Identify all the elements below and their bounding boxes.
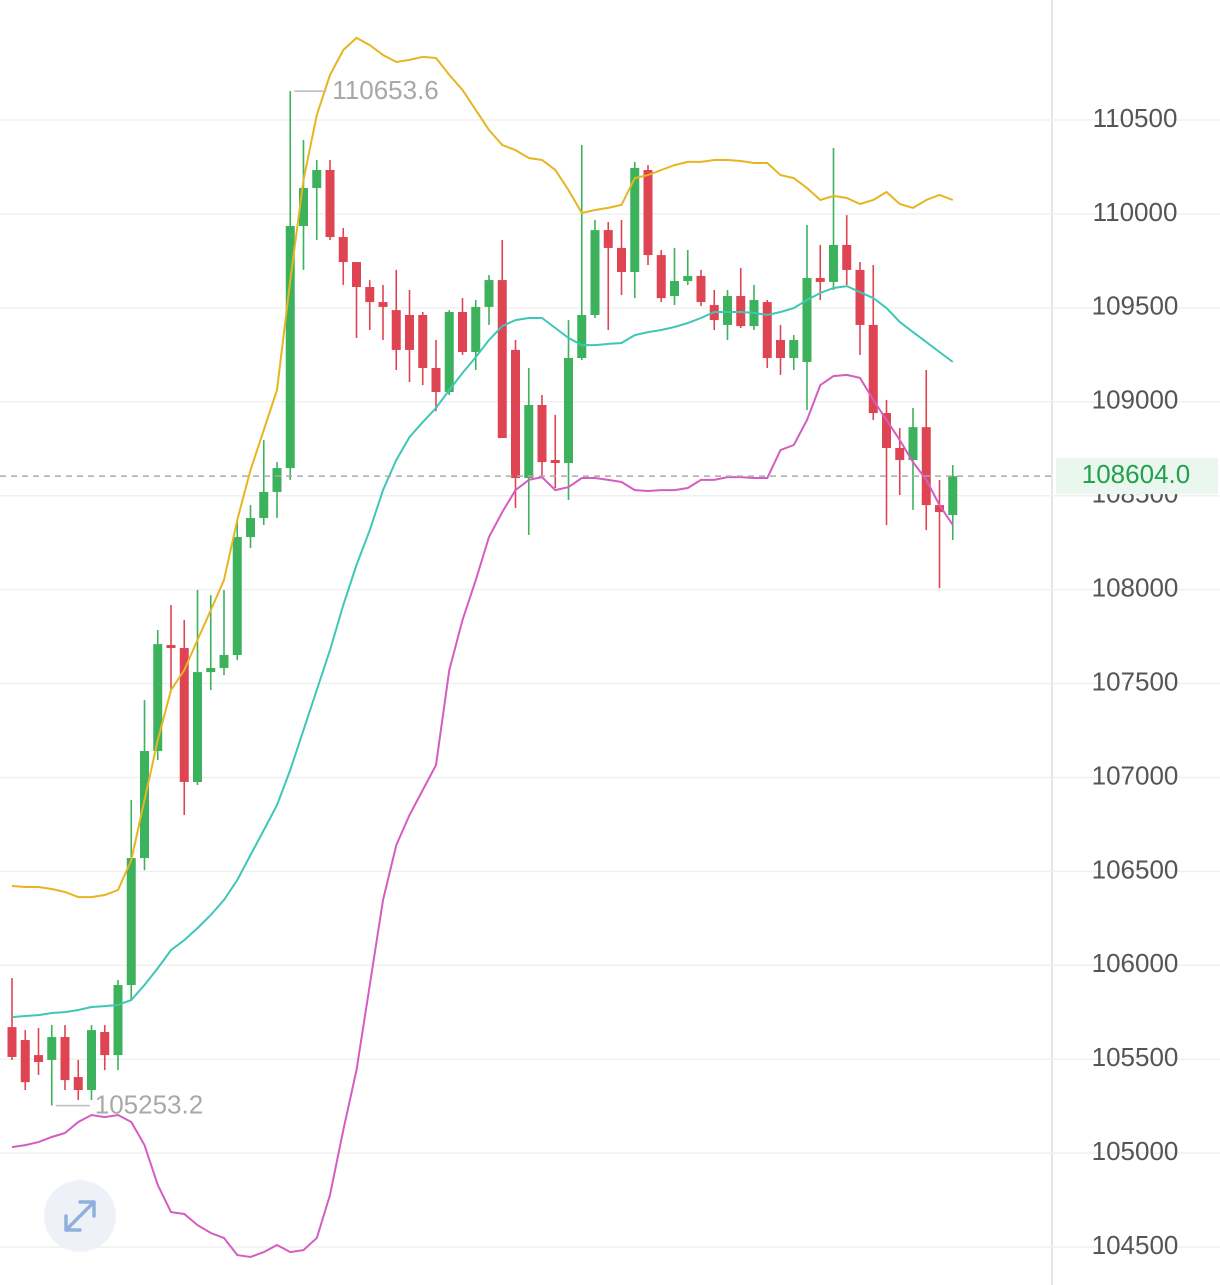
candle-body bbox=[802, 278, 812, 362]
band-line bbox=[11, 373, 954, 1259]
candle-body bbox=[590, 230, 600, 316]
candle-body bbox=[564, 358, 573, 464]
y-tick-label: 110500 bbox=[1093, 103, 1178, 133]
candle-body bbox=[219, 654, 229, 668]
candle-body bbox=[882, 413, 891, 448]
candle-body bbox=[471, 306, 481, 353]
candle-body bbox=[630, 167, 640, 272]
band-line bbox=[11, 36, 954, 899]
candle-body bbox=[603, 230, 613, 248]
candle-body bbox=[193, 672, 202, 782]
candle-body bbox=[418, 315, 428, 368]
candle-body bbox=[312, 169, 322, 189]
candle-body bbox=[299, 188, 308, 226]
candle-body bbox=[444, 311, 454, 393]
candle-body bbox=[206, 667, 216, 673]
candle-body bbox=[497, 280, 507, 439]
candle-body bbox=[484, 280, 494, 307]
candle-body bbox=[723, 296, 732, 325]
high-annotation: 110653.6 bbox=[332, 75, 439, 105]
candle-body bbox=[524, 404, 534, 479]
candle-body bbox=[153, 644, 163, 751]
candle-body bbox=[391, 310, 401, 350]
candle-body bbox=[60, 1037, 70, 1081]
candle-body bbox=[921, 427, 931, 506]
candle-body bbox=[405, 315, 414, 350]
candle-body bbox=[815, 278, 825, 282]
candle-body bbox=[696, 275, 706, 303]
candle-body bbox=[762, 302, 772, 359]
candle-body bbox=[378, 302, 388, 307]
last-price-box bbox=[1056, 458, 1218, 495]
candle-body bbox=[325, 169, 335, 238]
candle-body bbox=[617, 247, 626, 272]
y-tick-label: 106000 bbox=[1092, 948, 1179, 978]
candle-body bbox=[126, 858, 136, 986]
candle-body bbox=[34, 1055, 43, 1063]
candle-body bbox=[458, 311, 467, 353]
low-annotation: 105253.2 bbox=[95, 1089, 203, 1119]
candle-body bbox=[73, 1077, 83, 1091]
y-tick-label: 104500 bbox=[1092, 1230, 1179, 1260]
candles bbox=[7, 91, 958, 1106]
candle-body bbox=[908, 427, 918, 461]
candle-body bbox=[948, 476, 958, 516]
candle-body bbox=[643, 169, 653, 256]
candle-body bbox=[431, 367, 441, 393]
candle-body bbox=[20, 1040, 30, 1083]
candle-body bbox=[87, 1030, 96, 1091]
candle-body bbox=[829, 244, 838, 282]
candle-body bbox=[166, 645, 176, 649]
candle-body bbox=[550, 460, 560, 464]
candle-body bbox=[855, 269, 865, 325]
y-tick-label: 107500 bbox=[1092, 666, 1179, 696]
y-tick-label: 110000 bbox=[1093, 197, 1178, 227]
y-tick-label: 107000 bbox=[1092, 760, 1179, 790]
candle-body bbox=[259, 491, 269, 519]
y-tick-label: 109000 bbox=[1092, 385, 1179, 415]
candle-body bbox=[7, 1027, 17, 1057]
candle-body bbox=[868, 324, 878, 414]
candle-body bbox=[577, 315, 587, 359]
expand-button[interactable] bbox=[44, 1180, 116, 1252]
last-price-label: 108604.0 bbox=[1082, 459, 1190, 489]
candle-body bbox=[895, 447, 905, 461]
candle-body bbox=[47, 1037, 57, 1060]
candle-body bbox=[365, 287, 375, 303]
candle-body bbox=[670, 281, 679, 297]
candle-body bbox=[511, 349, 520, 479]
candle-body bbox=[683, 275, 693, 282]
candle-body bbox=[935, 505, 944, 513]
candle-body bbox=[113, 985, 123, 1056]
candle-body bbox=[285, 225, 295, 469]
candle-body bbox=[537, 404, 547, 463]
y-tick-label: 106500 bbox=[1092, 854, 1179, 884]
y-tick-label: 108000 bbox=[1092, 572, 1179, 602]
candle-body bbox=[246, 518, 255, 538]
candle-body bbox=[100, 1031, 110, 1056]
y-tick-label: 105500 bbox=[1092, 1042, 1179, 1072]
candle-body bbox=[352, 262, 361, 288]
candle-body bbox=[789, 339, 799, 359]
candle-body bbox=[232, 537, 242, 655]
candle-body bbox=[272, 468, 282, 492]
candle-body bbox=[338, 237, 348, 263]
y-tick-label: 109500 bbox=[1092, 291, 1179, 321]
band-line bbox=[11, 285, 954, 1019]
candle-body bbox=[656, 255, 666, 299]
candle-body bbox=[179, 648, 189, 782]
candle-body bbox=[776, 339, 785, 359]
y-tick-label: 105000 bbox=[1092, 1136, 1179, 1166]
candle-body bbox=[842, 244, 852, 270]
